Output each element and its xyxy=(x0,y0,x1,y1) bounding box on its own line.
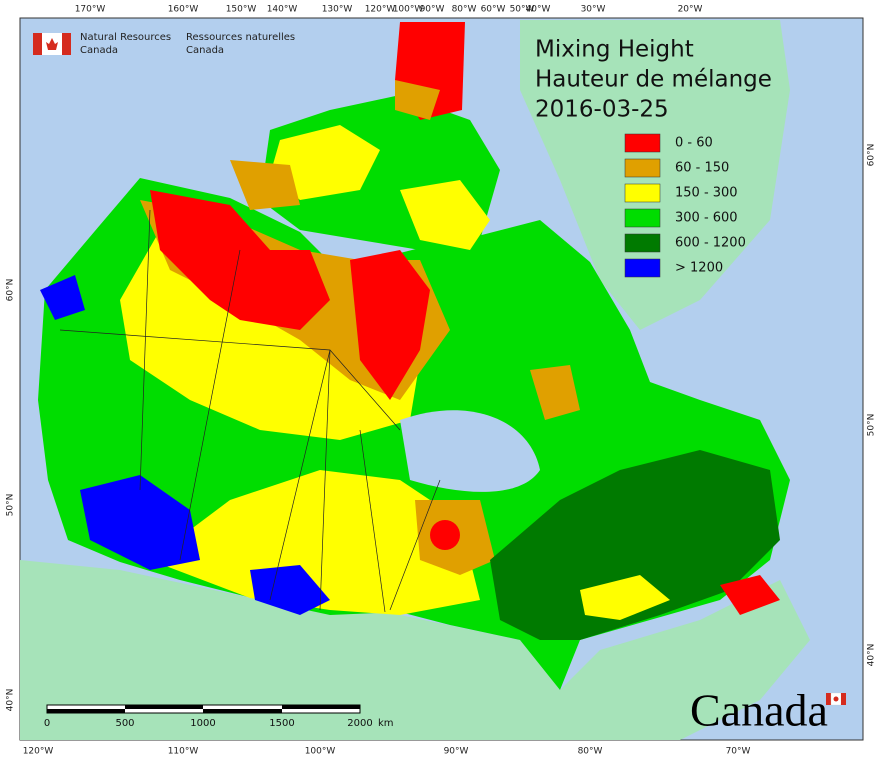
title-line: Mixing Height xyxy=(535,37,694,63)
legend-label: 300 - 600 xyxy=(675,211,738,226)
legend-swatch xyxy=(624,133,661,153)
graticule-label: 40°N xyxy=(867,644,877,667)
agency-fr: Canada xyxy=(186,45,224,56)
wordmark: Canada xyxy=(690,685,828,736)
legend-swatch xyxy=(624,158,661,178)
scale-unit: km xyxy=(378,718,394,729)
graticule-label: 140°W xyxy=(267,5,298,15)
graticule-label: 80°W xyxy=(578,747,603,757)
graticule-label: 40°W xyxy=(526,5,551,15)
scale-label: 2000 xyxy=(347,718,372,729)
legend-label: 150 - 300 xyxy=(675,186,738,201)
graticule-label: 20°W xyxy=(678,5,703,15)
legend-label: 0 - 60 xyxy=(675,136,713,151)
title-line: Hauteur de mélange xyxy=(535,67,772,93)
graticule-label: 30°W xyxy=(581,5,606,15)
graticule-label: 70°W xyxy=(726,747,751,757)
graticule-label: 60°N xyxy=(867,144,877,167)
agency-fr: Ressources naturelles xyxy=(186,32,295,43)
graticule-label: 170°W xyxy=(75,5,106,15)
graticule-label: 90°W xyxy=(444,747,469,757)
graticule-label: 150°W xyxy=(226,5,257,15)
borders xyxy=(59,209,441,613)
scale-label: 0 xyxy=(44,718,50,729)
graticule-label: 100°W xyxy=(393,5,424,15)
legend-swatch xyxy=(624,183,661,203)
legend-label: 60 - 150 xyxy=(675,161,729,176)
legend-label: 600 - 1200 xyxy=(675,236,746,251)
agency-en: Natural Resources xyxy=(80,32,171,43)
graticule-label: 40°N xyxy=(6,689,16,712)
graticule-label: 130°W xyxy=(322,5,353,15)
scale-label: 1500 xyxy=(269,718,294,729)
graticule-label: 50°W xyxy=(510,5,535,15)
agency-flag xyxy=(33,33,71,55)
legend-swatch xyxy=(624,208,661,228)
legend-swatch xyxy=(624,233,661,253)
legend-label: > 1200 xyxy=(675,261,723,276)
canada-mixing-height xyxy=(38,22,790,690)
scale-bar xyxy=(46,704,361,714)
graticule-label: 100°W xyxy=(305,747,336,757)
graticule-label: 50°N xyxy=(6,494,16,517)
scale-label: 500 xyxy=(115,718,134,729)
graticule-label: 110°W xyxy=(168,747,199,757)
graticule-label: 50°N xyxy=(867,414,877,437)
graticule-label: 120°W xyxy=(23,747,54,757)
graticule-label: 160°W xyxy=(168,5,199,15)
title-line: 2016-03-25 xyxy=(535,97,669,123)
wordmark-flag xyxy=(826,692,846,706)
scale-label: 1000 xyxy=(190,718,215,729)
graticule-label: 80°W xyxy=(452,5,477,15)
legend-swatch xyxy=(624,258,661,278)
graticule-label: 60°W xyxy=(481,5,506,15)
graticule-label: 120°W xyxy=(365,5,396,15)
agency-en: Canada xyxy=(80,45,118,56)
graticule-label: 60°N xyxy=(6,279,16,302)
graticule-label: 90°W xyxy=(420,5,445,15)
